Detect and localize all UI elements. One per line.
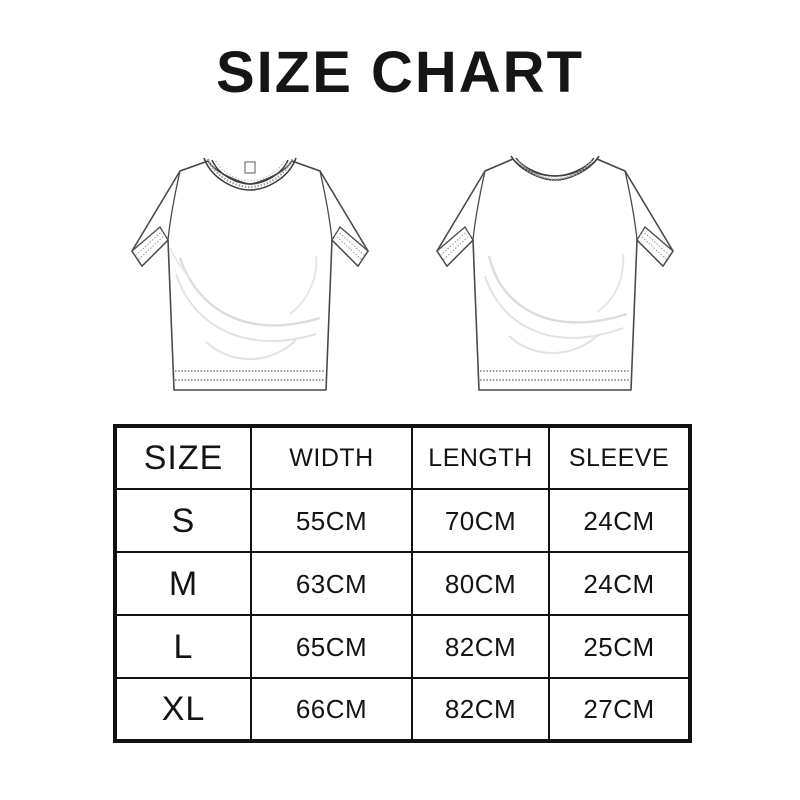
sleeve-cuff-right bbox=[331, 226, 369, 268]
armhole-seam-left bbox=[167, 170, 181, 241]
collar-stitch-ring bbox=[206, 158, 294, 189]
cell-sleeve-xl: 27CM bbox=[548, 677, 691, 742]
cell-size-s: S bbox=[114, 488, 252, 553]
collar-inner-edge bbox=[515, 157, 595, 177]
collar-inner-edge bbox=[211, 159, 289, 185]
table-row: L 65CM 82CM 25CM bbox=[114, 614, 691, 679]
cell-width-xl: 66CM bbox=[250, 677, 413, 742]
cell-sleeve-l: 25CM bbox=[548, 614, 691, 679]
shoulder-seam-right bbox=[291, 160, 321, 172]
drape-curve-3 bbox=[205, 339, 297, 360]
cell-sleeve-m: 24CM bbox=[548, 551, 691, 616]
table-header-row: SIZE WIDTH LENGTH SLEEVE bbox=[114, 425, 691, 490]
shoulder-seam-left bbox=[179, 160, 209, 172]
cell-sleeve-s: 24CM bbox=[548, 488, 691, 553]
drape-curve-1 bbox=[487, 255, 628, 324]
armhole-seam-right bbox=[624, 170, 638, 241]
cell-length-xl: 82CM bbox=[411, 677, 550, 742]
armhole-seam-right bbox=[319, 170, 333, 241]
sleeve-cuff-left bbox=[131, 226, 169, 268]
drape-curve-5 bbox=[169, 247, 191, 279]
neck-tag bbox=[244, 161, 256, 174]
sleeve-cuff-left bbox=[436, 226, 474, 268]
cell-width-l: 65CM bbox=[250, 614, 413, 679]
tshirt-body-outline bbox=[131, 160, 369, 391]
column-header-length: LENGTH bbox=[411, 425, 550, 490]
page-title: SIZE CHART bbox=[216, 40, 584, 105]
armhole-seam-left bbox=[472, 170, 486, 241]
cell-size-l: L bbox=[114, 614, 252, 679]
column-header-width: WIDTH bbox=[250, 425, 413, 490]
cell-length-m: 80CM bbox=[411, 551, 550, 616]
sleeve-cuff-right bbox=[636, 226, 674, 268]
collar-outer-edge bbox=[203, 157, 297, 191]
tshirt-illustrations bbox=[0, 128, 800, 414]
table-row: S 55CM 70CM 24CM bbox=[114, 488, 691, 553]
cell-length-l: 82CM bbox=[411, 614, 550, 679]
cell-size-m: M bbox=[114, 551, 252, 616]
column-header-size: SIZE bbox=[114, 425, 252, 490]
cell-size-xl: XL bbox=[114, 677, 252, 742]
shoulder-seam-left bbox=[484, 158, 514, 172]
drape-curve-4 bbox=[596, 253, 625, 313]
table-row: XL 66CM 82CM 27CM bbox=[114, 677, 691, 742]
cell-width-s: 55CM bbox=[250, 488, 413, 553]
shoulder-seam-right bbox=[596, 158, 626, 172]
tshirt-front-view bbox=[120, 128, 380, 414]
drape-curve-2 bbox=[175, 273, 317, 343]
tshirt-back-view bbox=[425, 128, 685, 414]
cell-width-m: 63CM bbox=[250, 551, 413, 616]
table-row: M 63CM 80CM 24CM bbox=[114, 551, 691, 616]
drape-curve-3 bbox=[508, 333, 600, 354]
cell-length-s: 70CM bbox=[411, 488, 550, 553]
tshirt-body-outline bbox=[436, 158, 674, 391]
column-header-sleeve: SLEEVE bbox=[548, 425, 691, 490]
size-chart-table: SIZE WIDTH LENGTH SLEEVE S 55CM 70CM 24C… bbox=[113, 424, 692, 743]
collar-stitch-ring bbox=[517, 160, 593, 181]
drape-curve-4 bbox=[289, 255, 318, 315]
